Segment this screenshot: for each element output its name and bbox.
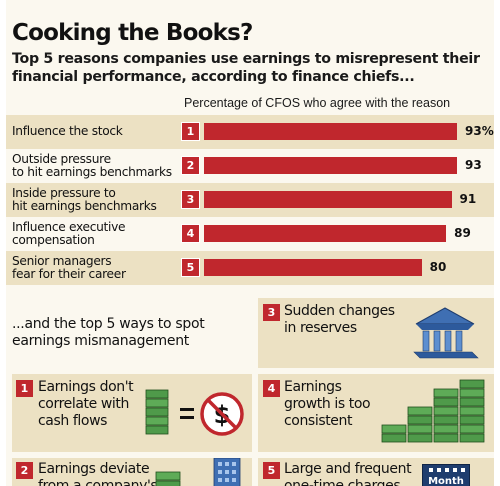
- bar-row: Inside pressure to hit earnings benchmark…: [6, 183, 494, 217]
- bar-category-label: Influence the stock: [12, 125, 184, 138]
- subtitle: Top 5 reasons companies use earnings to …: [12, 51, 480, 85]
- bar-category-label-line: compensation: [12, 233, 95, 247]
- bar-row: Outside pressure to hit earnings benchmar…: [6, 149, 494, 183]
- bar-value-label: 93%: [465, 124, 494, 138]
- calendar-month-label: Month: [428, 476, 464, 486]
- building-icon: [155, 458, 241, 486]
- bar-rank-badge: 1: [181, 122, 200, 141]
- bar-value-label: 80: [429, 260, 447, 274]
- way-rank-badge: 5: [263, 462, 280, 479]
- bar: [204, 191, 452, 208]
- way-panel-2: 2 Earnings deviate from a company's: [12, 458, 252, 486]
- way-text: Sudden changes in reserves: [284, 303, 395, 337]
- bar-value-label: 91: [459, 192, 477, 206]
- way-text-line: growth is too: [284, 396, 371, 412]
- way-panel-1: 1 Earnings don't correlate with cash flo…: [12, 374, 252, 452]
- way-text-line: consistent: [284, 413, 353, 429]
- bar: [204, 225, 447, 242]
- bar: [204, 157, 457, 174]
- way-text-line: cash flows: [38, 413, 108, 429]
- ways-heading-line: earnings mismanagement: [12, 333, 189, 349]
- bar-row: Influence the stock 1 93%: [6, 115, 494, 149]
- way-text-line: Sudden changes: [284, 303, 395, 319]
- bar-value-label: 89: [454, 226, 471, 240]
- way-text-line: from a company's: [38, 478, 158, 486]
- bar-rank-badge: 4: [181, 224, 200, 243]
- bar-rank-badge: 3: [181, 190, 200, 209]
- bar-category-label: Senior managers fear for their career: [12, 255, 184, 281]
- bank-icon: [413, 307, 479, 359]
- way-text-line: correlate with: [38, 396, 129, 412]
- way-rank-badge: 4: [263, 380, 280, 397]
- bar-row: Influence executive compensation 4 89: [6, 217, 494, 251]
- bar-category-label: Inside pressure to hit earnings benchmark…: [12, 187, 184, 213]
- bar-category-label-line: fear for their career: [12, 267, 126, 281]
- way-text: Earnings don't correlate with cash flows: [38, 379, 134, 430]
- way-text: Earnings deviate from a company's: [38, 461, 158, 486]
- way-text: Large and frequent one-time charges: [284, 461, 412, 486]
- bar-category-label-line: Influence the stock: [12, 124, 123, 138]
- bar-category-label-line: Senior managers: [12, 254, 112, 268]
- bar-category-label-line: hit earnings benchmarks: [12, 199, 157, 213]
- way-text-line: one-time charges: [284, 478, 401, 486]
- way-text-line: Earnings don't: [38, 379, 134, 395]
- cash-not-equal-icon: $: [145, 389, 244, 436]
- bar-category-label-line: Influence executive: [12, 220, 126, 234]
- way-rank-badge: 1: [16, 380, 33, 397]
- bar: [204, 259, 422, 276]
- bar: [204, 123, 457, 140]
- calendar-rings: [429, 468, 465, 472]
- calendar-icon: Month: [422, 464, 470, 486]
- bar-row: Senior managers fear for their career 5 80: [6, 251, 494, 285]
- ways-heading: ...and the top 5 ways to spot earnings m…: [12, 316, 205, 350]
- rising-cash-stacks-icon: [381, 379, 485, 443]
- way-text: Earnings growth is too consistent: [284, 379, 371, 430]
- bar-value-label: 93: [465, 158, 482, 172]
- way-text-line: in reserves: [284, 320, 357, 336]
- bar-category-label: Influence executive compensation: [12, 221, 184, 247]
- page-title: Cooking the Books?: [12, 20, 253, 46]
- way-panel-5: 5 Large and frequent one-time charges Mo…: [258, 458, 494, 486]
- way-text-line: Earnings deviate: [38, 461, 150, 477]
- infographic: Cooking the Books? Top 5 reasons compani…: [6, 0, 494, 486]
- way-text-line: Large and frequent: [284, 461, 412, 477]
- way-panel-3: 3 Sudden changes in reserves: [258, 298, 494, 368]
- way-text-line: Earnings: [284, 379, 342, 395]
- way-rank-badge: 2: [16, 462, 33, 479]
- bar-rank-badge: 5: [181, 258, 200, 277]
- bar-category-label-line: Inside pressure to: [12, 186, 116, 200]
- way-panel-4: 4 Earnings growth is too consistent: [258, 374, 494, 452]
- bar-category-label-line: to hit earnings benchmarks: [12, 165, 172, 179]
- column-header: Percentage of CFOS who agree with the re…: [184, 96, 451, 110]
- way-rank-badge: 3: [263, 304, 280, 321]
- ways-heading-line: ...and the top 5 ways to spot: [12, 316, 205, 332]
- bar-category-label-line: Outside pressure: [12, 152, 111, 166]
- bar-rank-badge: 2: [181, 156, 200, 175]
- bar-category-label: Outside pressure to hit earnings benchmar…: [12, 153, 184, 179]
